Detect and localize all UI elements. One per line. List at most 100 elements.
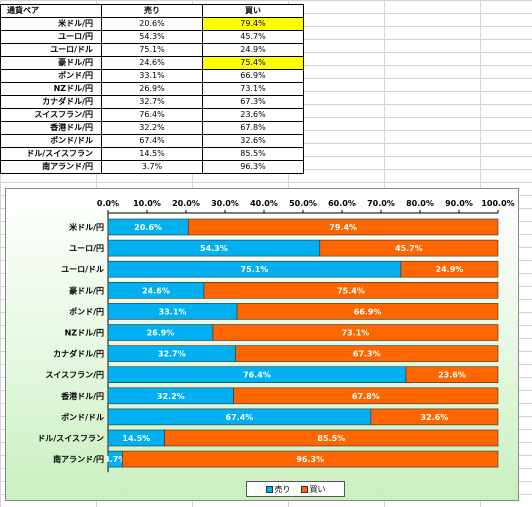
bar-segment-buy [400, 260, 499, 278]
table-cell-sell[interactable]: 32.2% [101, 121, 203, 135]
data-label: 67.3% [353, 350, 381, 359]
data-label: 23.6% [438, 371, 466, 380]
bar-segment-buy [370, 408, 499, 426]
data-label: 75.1% [241, 265, 269, 274]
table-cell-pair[interactable]: ユーロ/ドル [0, 43, 102, 57]
y-category-label: ユーロ/円 [69, 244, 104, 253]
table-cell-sell[interactable]: 33.1% [101, 69, 203, 83]
table-cell-pair[interactable]: ユーロ/円 [0, 30, 102, 44]
table-cell-buy[interactable]: 85.5% [202, 147, 304, 161]
table-cell-sell[interactable]: 26.9% [101, 82, 203, 96]
header-pair[interactable]: 通貨ペア [0, 4, 102, 18]
table-cell-buy[interactable]: 66.9% [202, 69, 304, 83]
table-cell-pair[interactable]: 米ドル/円 [0, 17, 102, 31]
table-cell-pair[interactable]: ポンド/ドル [0, 134, 102, 148]
y-category-label: ポンド/ドル [61, 412, 104, 422]
table-cell-sell[interactable]: 67.4% [101, 134, 203, 148]
table-cell-sell[interactable]: 54.3% [101, 30, 203, 44]
table-cell-pair[interactable]: ドル/スイスフラン [0, 147, 102, 161]
stacked-bar-chart: 0.0% 10.0% 20.0% 30.0% 40.0% 50.0% 60.0% 70.0% 8… [5, 188, 519, 501]
table-cell-pair[interactable]: ポンド/円 [0, 69, 102, 83]
x-tick-label: 20.0% [172, 199, 200, 208]
table-cell-buy[interactable]: 79.4% [202, 17, 304, 31]
x-tick-label: 80.0% [406, 199, 434, 208]
table-cell-buy[interactable]: 45.7% [202, 30, 304, 44]
table-row: ポンド/ドル 67.4% 32.6% [0, 134, 304, 148]
data-label: 67.4% [226, 413, 254, 422]
table-cell-pair[interactable]: スイスフラン/円 [0, 108, 102, 122]
table-row: 米ドル/円 20.6% 79.4% [0, 17, 304, 31]
table-row: 香港ドル/円 32.2% 67.8% [0, 121, 304, 135]
bar-segment-buy [233, 387, 499, 405]
data-label: 24.6% [142, 286, 170, 295]
data-label: 33.1% [159, 307, 187, 316]
y-category-label: NZドル/円 [65, 329, 104, 338]
table-cell-pair[interactable]: 南アランド/円 [0, 160, 102, 174]
legend-item-buy: 買い [300, 484, 326, 495]
table-cell-buy[interactable]: 73.1% [202, 82, 304, 96]
x-tick-label: 50.0% [289, 199, 317, 208]
y-category-label: ユーロ/ドル [61, 265, 104, 274]
bar-segment-buy [164, 429, 499, 447]
header-buy[interactable]: 買い [202, 4, 304, 18]
legend-swatch-buy [300, 485, 308, 493]
table-cell-sell[interactable]: 75.1% [101, 43, 203, 57]
table-row: ユーロ/ドル 75.1% 24.9% [0, 43, 304, 57]
table-cell-pair[interactable]: 豪ドル/円 [0, 56, 102, 70]
y-category-label: 米ドル/円 [68, 222, 104, 232]
table-cell-buy[interactable]: 23.6% [202, 108, 304, 122]
table-cell-pair[interactable]: NZドル/円 [0, 82, 102, 96]
data-label: 66.9% [354, 307, 382, 316]
data-label: 24.9% [436, 265, 464, 274]
table-cell-sell[interactable]: 76.4% [101, 108, 203, 122]
currency-pair-table: 通貨ペア 売り 買い 米ドル/円 20.6% 79.4% ユーロ/円 54.3% 45.7… [0, 4, 304, 174]
x-tick-label: 70.0% [367, 199, 395, 208]
y-category-label: 南アランド/円 [53, 454, 104, 464]
y-category-label: ドル/スイスフラン [37, 434, 104, 443]
table-cell-sell[interactable]: 24.6% [101, 56, 203, 70]
data-label: 76.4% [243, 371, 271, 380]
y-category-label: ポンド/円 [69, 306, 104, 316]
x-tick-label: 0.0% [97, 199, 119, 208]
chart-legend: 売り 買い [246, 481, 345, 497]
table-cell-buy[interactable]: 24.9% [202, 43, 304, 57]
table-cell-buy[interactable]: 67.3% [202, 95, 304, 109]
bar-segment-buy [236, 303, 499, 320]
bar-segment-buy [203, 282, 499, 299]
table-row: NZドル/円 26.9% 73.1% [0, 82, 304, 96]
table-cell-sell[interactable]: 14.5% [101, 147, 203, 161]
table-cell-sell[interactable]: 32.7% [101, 95, 203, 109]
chart-canvas: 0.0% 10.0% 20.0% 30.0% 40.0% 50.0% 60.0% 70.0% 8… [37, 199, 515, 473]
table-header-row: 通貨ペア 売り 買い [0, 4, 304, 18]
legend-swatch-sell [265, 485, 273, 493]
data-label: 67.8% [352, 392, 380, 401]
table-cell-pair[interactable]: カナダドル/円 [0, 95, 102, 109]
data-label: 32.2% [157, 392, 185, 401]
table-cell-buy[interactable]: 96.3% [202, 160, 304, 174]
x-tick-label: 30.0% [211, 199, 239, 208]
table-cell-sell[interactable]: 3.7% [101, 160, 203, 174]
table-cell-buy[interactable]: 75.4% [202, 56, 304, 70]
table-row: 南アランド/円 3.7% 96.3% [0, 160, 304, 174]
legend-label-sell: 売り [274, 484, 291, 494]
y-category-label: 豪ドル/円 [69, 285, 104, 295]
x-tick-label: 90.0% [445, 199, 473, 208]
table-cell-buy[interactable]: 67.8% [202, 121, 304, 135]
table-cell-pair[interactable]: 香港ドル/円 [0, 121, 102, 135]
bar-segment-buy [319, 239, 499, 257]
data-label: 14.5% [122, 434, 150, 443]
data-label: 32.6% [421, 413, 449, 422]
table-row: スイスフラン/円 76.4% 23.6% [0, 108, 304, 122]
header-sell[interactable]: 売り [101, 4, 203, 18]
bar-segment-buy [188, 218, 499, 236]
bar-segment-buy [235, 345, 499, 362]
table-row: 豪ドル/円 24.6% 75.4% [0, 56, 304, 70]
y-category-label: カナダドル/円 [53, 349, 104, 359]
data-label: 85.5% [317, 434, 345, 443]
table-cell-sell[interactable]: 20.6% [101, 17, 203, 31]
bar-segment-buy [212, 324, 499, 341]
data-label: 32.7% [158, 350, 186, 359]
bar-segment-buy [405, 366, 499, 383]
bar-segment-buy [122, 450, 499, 468]
table-cell-buy[interactable]: 32.6% [202, 134, 304, 148]
